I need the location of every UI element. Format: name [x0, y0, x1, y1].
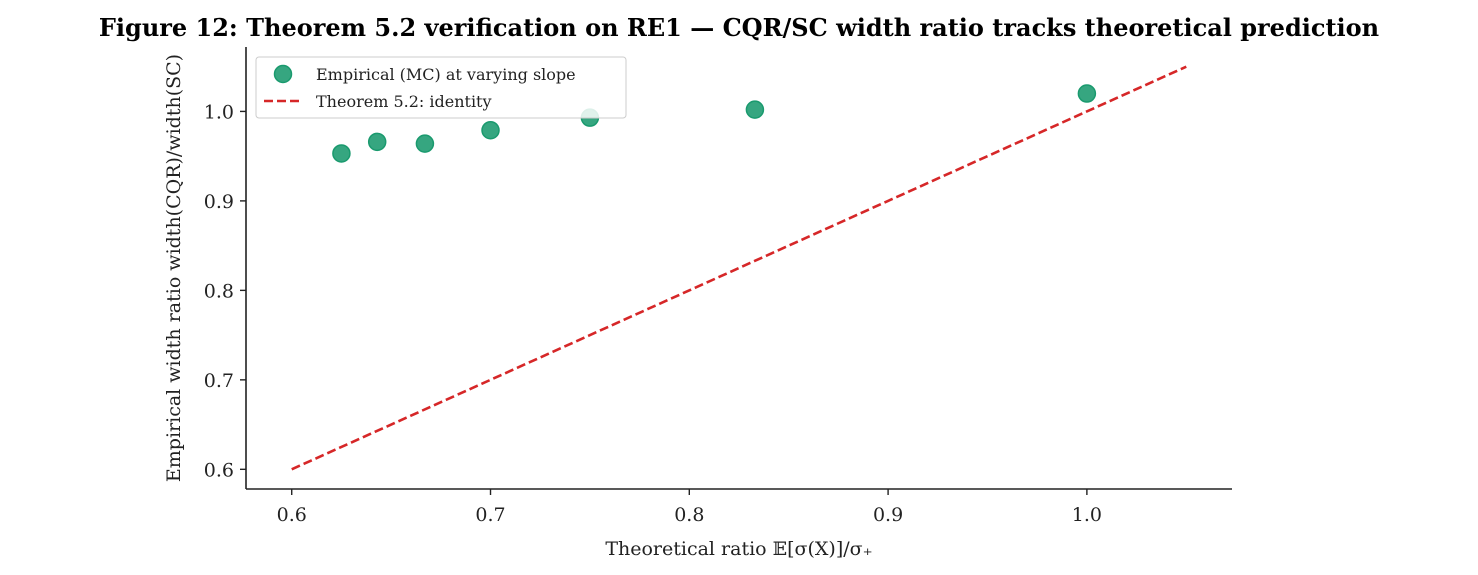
- x-tick-label: 0.7: [475, 504, 505, 526]
- empirical-point: [415, 134, 435, 153]
- chart-title: Figure 12: Theorem 5.2 verification on R…: [99, 13, 1379, 42]
- y-tick-label: 0.7: [204, 370, 234, 392]
- legend-label-empirical: Empirical (MC) at varying slope: [316, 65, 576, 84]
- y-tick-label: 0.9: [204, 191, 234, 213]
- legend-box: [255, 56, 627, 119]
- y-axis-label: Empirical width ratio width(CQR)/width(S…: [163, 54, 185, 482]
- empirical-point: [1077, 84, 1097, 103]
- marks-layer: [291, 65, 1187, 471]
- x-tick-label: 0.6: [277, 504, 307, 526]
- x-axis-label: Theoretical ratio 𝔼[σ(X)]/σ₊: [605, 538, 872, 560]
- empirical-point: [481, 120, 500, 140]
- empirical-point: [367, 132, 387, 152]
- plot-area: 0.6 0.7 0.8 0.9 1.0 0.6 0.7 0.8 0.9 1.0: [204, 47, 1232, 526]
- legend: Empirical (MC) at varying slope Theorem …: [255, 56, 627, 119]
- legend-marker-empirical: [273, 64, 293, 84]
- x-tick-label: 1.0: [1072, 504, 1102, 526]
- empirical-point: [745, 100, 765, 119]
- x-tick-label: 0.9: [873, 504, 903, 526]
- x-tick-label: 0.8: [674, 504, 704, 526]
- empirical-point: [332, 144, 351, 163]
- y-tick-label: 0.8: [204, 280, 234, 302]
- identity-line: [291, 65, 1187, 471]
- legend-label-identity: Theorem 5.2: identity: [316, 92, 492, 111]
- y-tick-label: 0.6: [204, 459, 234, 481]
- ticks-layer: 0.6 0.7 0.8 0.9 1.0 0.6 0.7 0.8 0.9 1.0: [204, 101, 1102, 526]
- y-tick-label: 1.0: [204, 101, 234, 123]
